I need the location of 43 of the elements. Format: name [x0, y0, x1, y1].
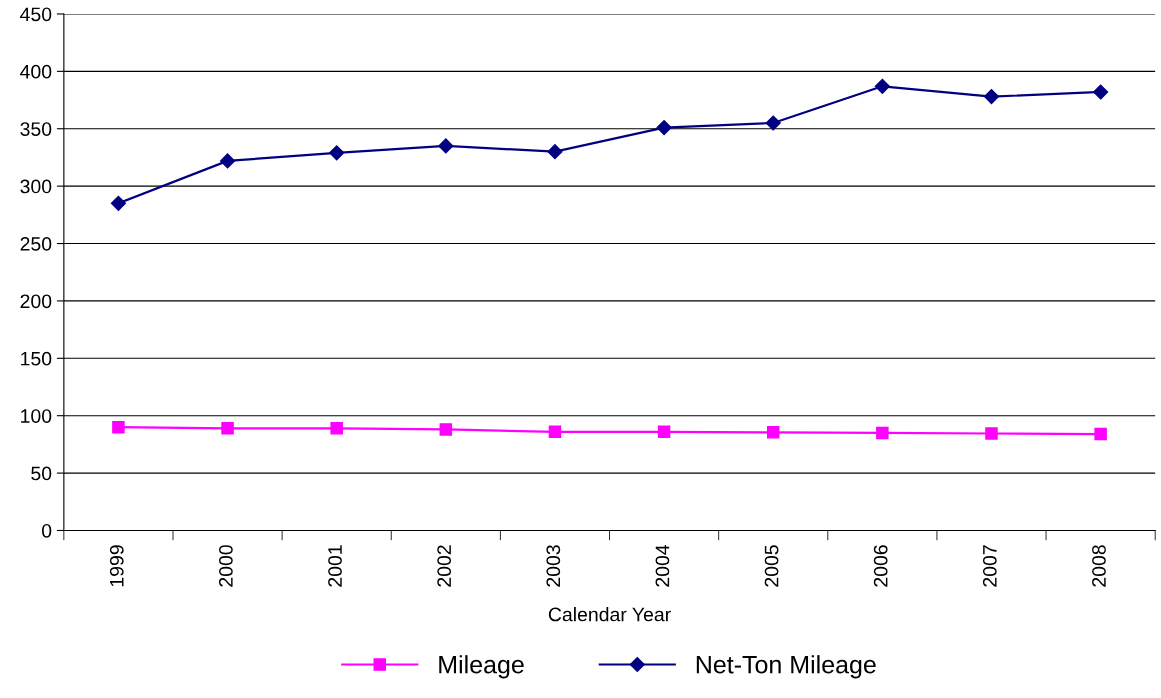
y-tick-label: 200 — [20, 294, 52, 309]
x-tick-label: 2008 — [1092, 545, 1106, 587]
x-tick-label: 2005 — [764, 545, 779, 587]
x-tick-label: 2002 — [437, 545, 452, 587]
x-axis-title: Calendar Year — [548, 607, 671, 622]
y-tick-label: 100 — [21, 409, 52, 423]
point — [219, 153, 236, 169]
point — [1093, 84, 1109, 100]
point — [329, 145, 345, 161]
point — [656, 120, 672, 136]
y-tick-label: 0 — [42, 523, 52, 538]
point — [1094, 427, 1107, 441]
point — [874, 78, 890, 94]
point — [766, 426, 780, 439]
legend-label: Mileage — [439, 655, 524, 679]
point — [112, 420, 125, 434]
x-tick-label: 2007 — [982, 545, 997, 587]
y-tick-label: 50 — [31, 466, 52, 481]
point — [983, 89, 1000, 105]
x-tick-label: 2006 — [873, 545, 888, 587]
point — [330, 422, 343, 435]
x-tick-label: 2004 — [655, 544, 670, 587]
x-tick-label: 2001 — [328, 545, 342, 587]
point — [110, 195, 126, 211]
x-tick-label: 2000 — [219, 545, 233, 587]
y-tick-label: 250 — [20, 236, 52, 251]
point — [438, 138, 454, 154]
y-tick-label: 300 — [20, 179, 52, 194]
point — [985, 427, 998, 440]
point — [548, 425, 562, 439]
point — [876, 426, 889, 440]
point — [765, 115, 781, 131]
point — [657, 425, 671, 439]
y-tick-label: 400 — [20, 64, 52, 79]
point — [439, 423, 453, 436]
point — [547, 144, 563, 160]
y-tick-label: 450 — [20, 7, 52, 22]
x-tick-label: 1999 — [109, 545, 124, 587]
legend-label: Net-Ton Mileage — [696, 655, 876, 679]
x-tick-label: 2003 — [546, 545, 561, 587]
point — [221, 422, 234, 435]
y-tick-label: 350 — [20, 122, 52, 136]
y-tick-label: 150 — [21, 351, 52, 366]
